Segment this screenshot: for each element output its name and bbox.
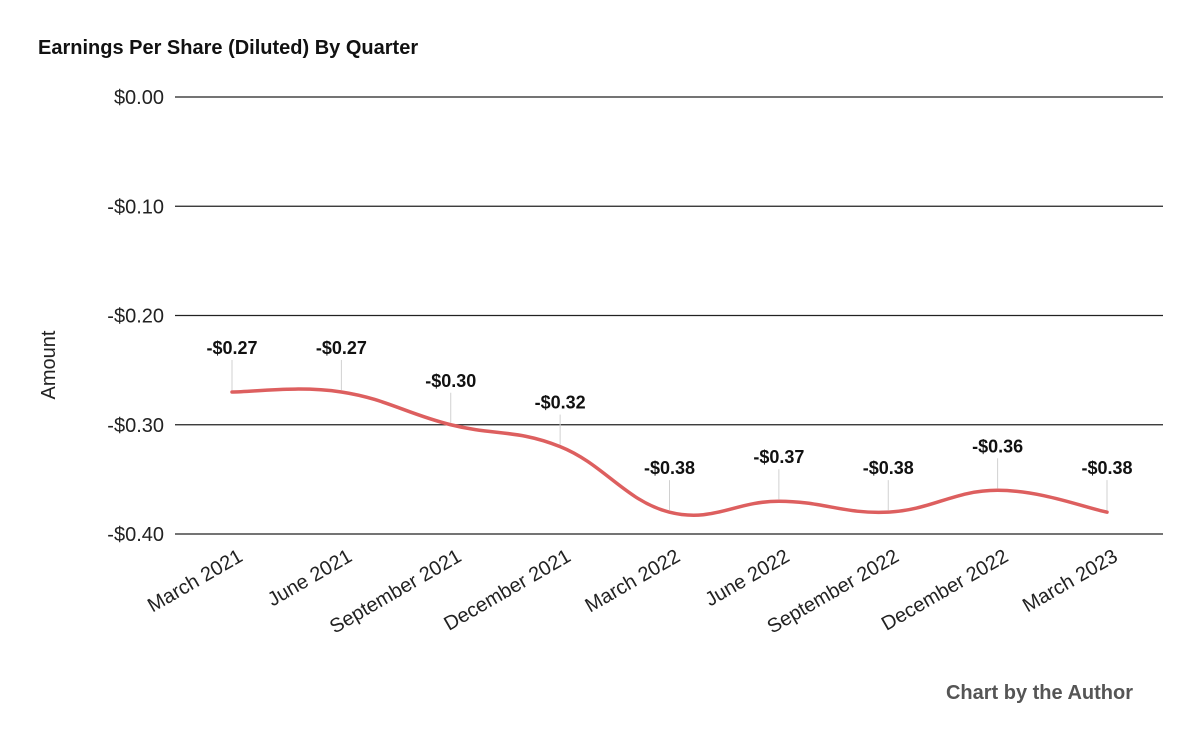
data-label: -$0.27 [206,338,257,358]
data-label: -$0.30 [425,371,476,391]
series-line [230,387,1109,517]
x-tick-label: June 2022 [701,545,793,611]
data-label: -$0.38 [863,458,914,478]
gridlines [175,96,1163,535]
data-label: -$0.32 [535,393,586,413]
chart-credit: Chart by the Author [946,682,1133,704]
data-label: -$0.27 [316,338,367,358]
y-tick-label: -$0.30 [107,415,164,437]
x-tick-label: March 2023 [1019,545,1121,617]
y-tick-label: -$0.20 [107,306,164,328]
chart-title: Earnings Per Share (Diluted) By Quarter [38,37,418,59]
data-label: -$0.38 [644,458,695,478]
x-tick-label: March 2022 [582,545,684,617]
data-label: -$0.38 [1081,458,1132,478]
y-axis-label: Amount [38,330,60,399]
data-labels: -$0.27 -$0.27 -$0.30 -$0.32 -$0.38 -$0.37 -$0.… [206,338,1132,478]
series-lines [230,387,1109,517]
y-tick-label: -$0.40 [107,524,164,546]
y-tick-label: $0.00 [114,87,164,109]
data-label: -$0.36 [972,436,1023,456]
data-label-leaders [231,359,1108,511]
data-label: -$0.37 [753,447,804,467]
y-tick-label: -$0.10 [107,196,164,218]
x-tick-label: March 2021 [144,545,246,617]
x-tick-label: June 2021 [264,545,356,611]
y-axis-ticks: $0.00 -$0.10 -$0.20 -$0.30 -$0.40 [107,87,164,546]
